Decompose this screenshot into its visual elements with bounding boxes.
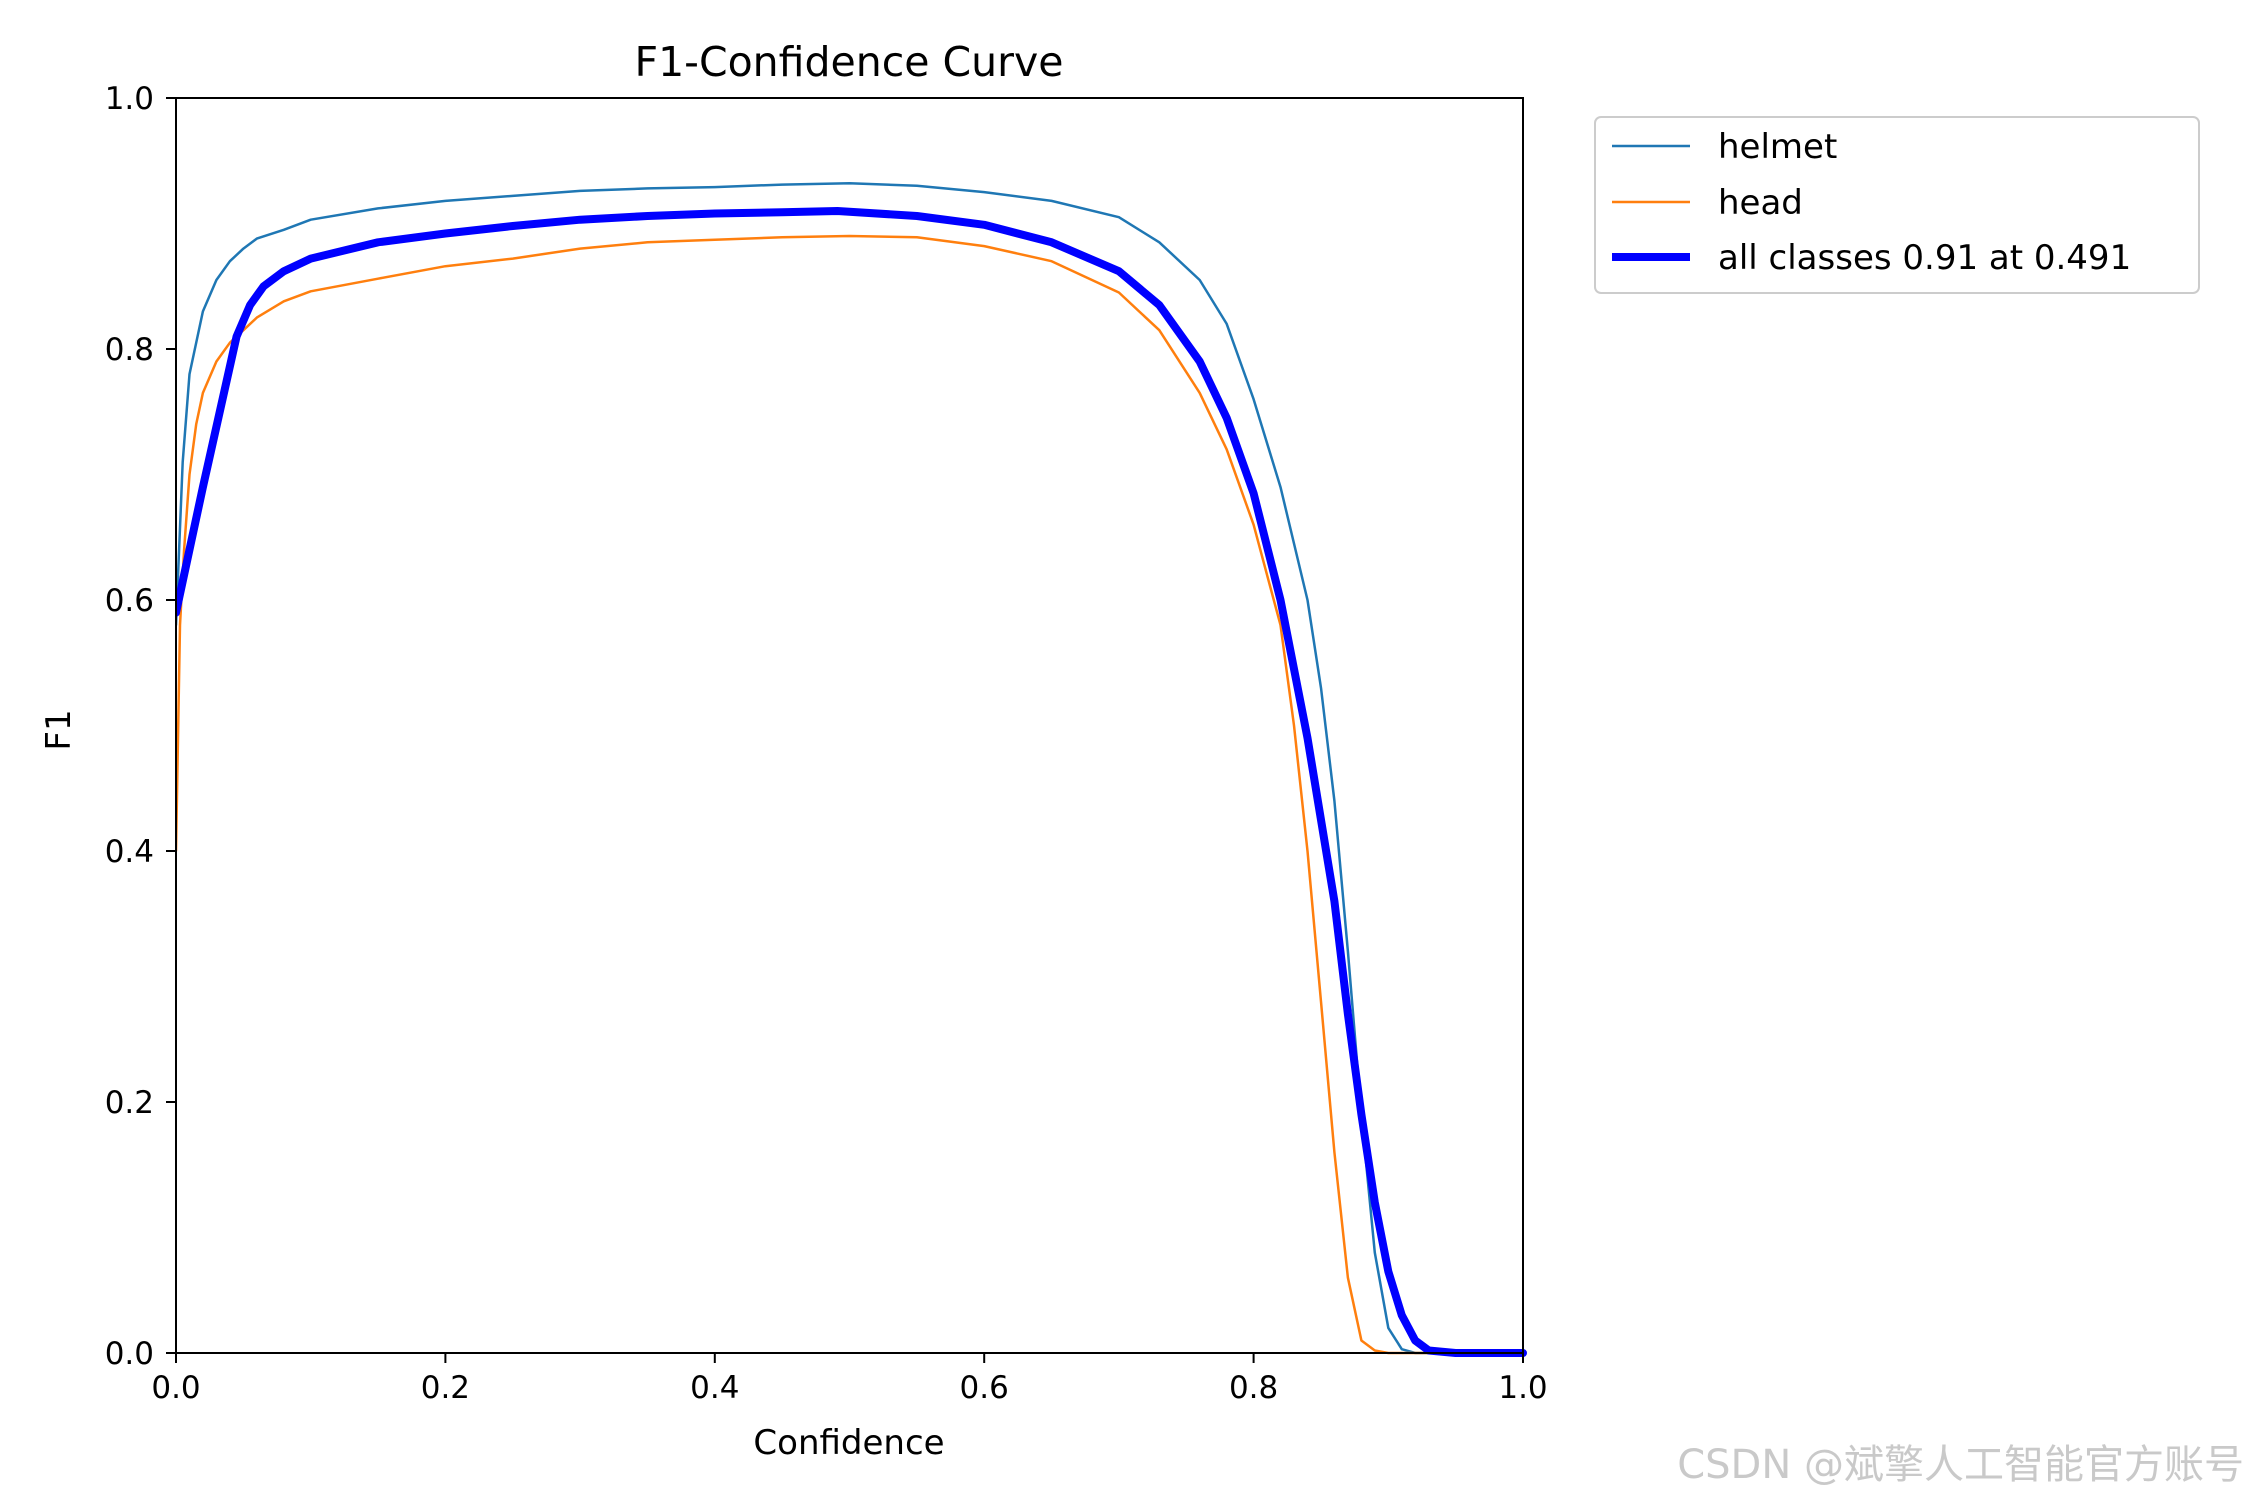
- y-axis-label: F1: [39, 709, 79, 750]
- plot-frame: [175, 97, 1524, 1354]
- y-tick-label: 1.0: [105, 81, 154, 117]
- legend: helmet head all classes 0.91 at 0.491: [1594, 116, 2200, 294]
- plot-area: [175, 97, 1527, 1357]
- y-tick-label: 0.4: [105, 834, 154, 870]
- y-axis-ticks: 0.0 0.2 0.4 0.6 0.8 1.0: [105, 81, 176, 1372]
- y-tick-label: 0.6: [105, 583, 154, 619]
- legend-label-helmet: helmet: [1718, 127, 1837, 167]
- series-line-head: [176, 234, 1525, 1355]
- x-tick-label: 0.8: [1229, 1370, 1278, 1406]
- legend-box: [1594, 116, 2200, 294]
- y-tick-label: 0.8: [105, 332, 154, 368]
- legend-label-all-classes: all classes 0.91 at 0.491: [1718, 238, 2131, 278]
- x-tick-label: 0.2: [421, 1370, 470, 1406]
- x-tick-label: 0.4: [690, 1370, 739, 1406]
- x-tick-label: 1.0: [1498, 1370, 1547, 1406]
- x-axis-ticks: 0.0 0.2 0.4 0.6 0.8 1.0: [151, 1353, 1548, 1406]
- series-lines: [176, 182, 1527, 1357]
- y-tick-label: 0.0: [105, 1336, 154, 1372]
- series-line-all-classes: [176, 207, 1527, 1357]
- x-axis-label: Confidence: [753, 1423, 944, 1463]
- chart-title: F1-Confidence Curve: [635, 38, 1064, 86]
- legend-label-head: head: [1718, 183, 1803, 223]
- x-tick-label: 0.6: [960, 1370, 1009, 1406]
- y-tick-label: 0.2: [105, 1085, 154, 1121]
- series-line-helmet: [176, 182, 1525, 1355]
- watermark: CSDN @斌擎人工智能官方账号: [1677, 1442, 2244, 1488]
- x-tick-label: 0.0: [151, 1370, 200, 1406]
